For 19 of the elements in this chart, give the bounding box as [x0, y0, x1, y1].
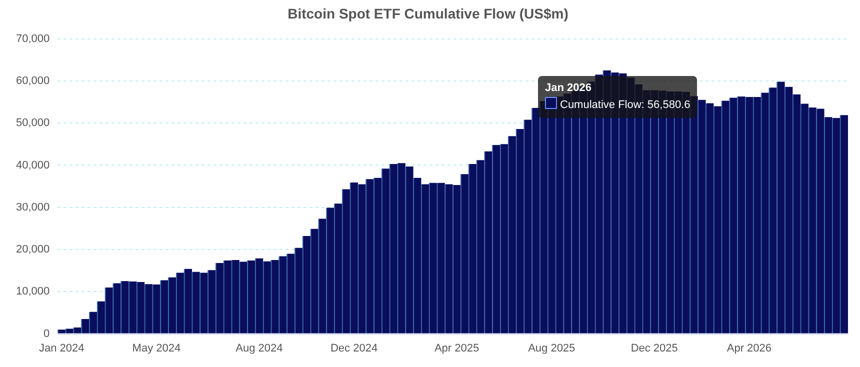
x-tick-label: Aug 2025: [528, 342, 576, 354]
y-tick-label: 60,000: [16, 74, 50, 87]
x-tick-label: Apr 2026: [726, 342, 772, 354]
y-tick-label: 40,000: [16, 159, 50, 172]
x-tick-label: Jan 2024: [38, 342, 84, 354]
x-tick-label: Aug 2024: [236, 342, 283, 354]
x-tick-label: Apr 2025: [434, 342, 480, 354]
y-tick-label: 30,000: [16, 201, 50, 214]
y-tick-label: 10,000: [16, 286, 50, 298]
y-tick-label: 20,000: [16, 244, 50, 256]
annotation: Cumulative Flow: 56,580.6: [559, 98, 690, 113]
y-tick-label: 70,000: [16, 32, 50, 45]
y-tick-label: 50,000: [16, 117, 50, 130]
annotation: Jan 2026: [545, 81, 592, 96]
x-tick-label: Dec 2024: [330, 342, 378, 354]
y-tick-label: 0: [44, 328, 50, 340]
x-tick-label: Dec 2025: [630, 342, 678, 354]
x-tick-label: May 2024: [132, 342, 181, 354]
chart-title: Bitcoin Spot ETF Cumulative Flow (US$m): [288, 5, 568, 22]
